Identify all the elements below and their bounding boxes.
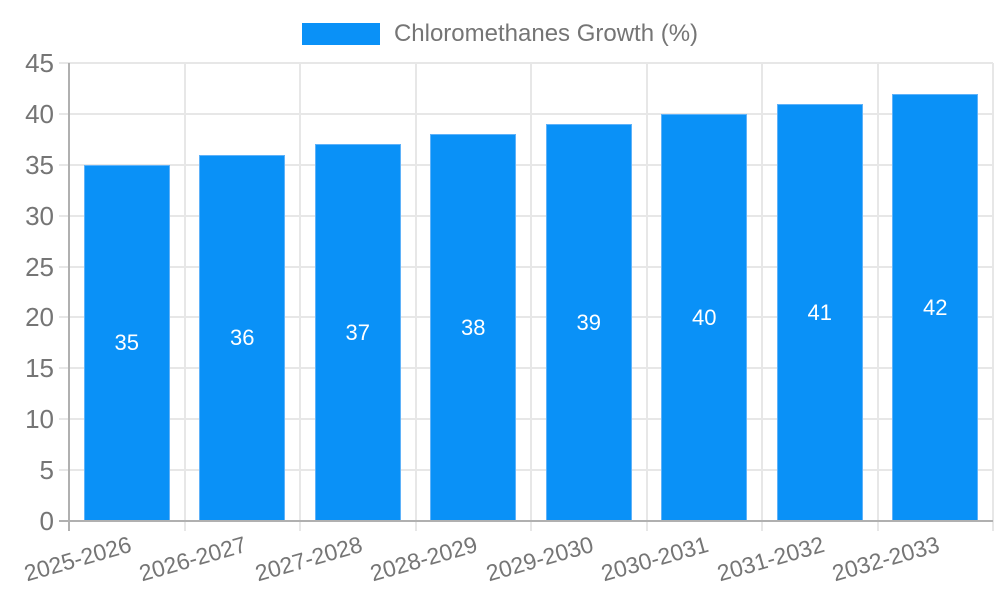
y-gridline bbox=[59, 469, 993, 472]
y-gridline bbox=[59, 367, 993, 370]
bar-value-label: 36 bbox=[230, 325, 255, 351]
x-gridline bbox=[645, 63, 648, 531]
y-gridline bbox=[59, 418, 993, 421]
x-gridline bbox=[414, 63, 417, 531]
bar[interactable]: 40 bbox=[661, 113, 748, 521]
bar[interactable]: 35 bbox=[83, 164, 170, 521]
y-axis-tick-label: 45 bbox=[25, 48, 54, 78]
y-axis-tick-label: 20 bbox=[25, 302, 54, 333]
bar-value-label: 35 bbox=[114, 330, 140, 356]
y-gridline bbox=[59, 62, 993, 64]
y-axis-tick-label: 40 bbox=[25, 98, 54, 129]
legend: Chloromethanes Growth (%) bbox=[0, 20, 1000, 48]
bar-value-label: 39 bbox=[576, 310, 602, 336]
legend-item[interactable]: Chloromethanes Growth (%) bbox=[301, 20, 699, 48]
y-gridline bbox=[59, 163, 993, 166]
x-gridline bbox=[299, 63, 301, 531]
y-gridline bbox=[59, 316, 993, 319]
y-axis-tick-label: 25 bbox=[25, 251, 54, 282]
legend-swatch-icon bbox=[301, 23, 380, 45]
y-gridline bbox=[59, 214, 993, 217]
y-axis-tick-label: 30 bbox=[25, 200, 54, 231]
bar[interactable]: 42 bbox=[892, 93, 979, 521]
y-axis-tick-label: 15 bbox=[25, 353, 54, 384]
x-gridline bbox=[992, 63, 994, 531]
bar[interactable]: 36 bbox=[199, 154, 286, 521]
y-axis-line bbox=[68, 63, 70, 531]
bar-value-label: 40 bbox=[692, 304, 717, 330]
y-gridline bbox=[59, 112, 993, 115]
bar-value-label: 37 bbox=[345, 320, 371, 346]
x-gridline bbox=[761, 63, 763, 531]
bar[interactable]: 41 bbox=[776, 103, 863, 521]
bar[interactable]: 38 bbox=[430, 134, 517, 521]
x-gridline bbox=[530, 63, 532, 531]
y-axis-tick-label: 0 bbox=[39, 506, 54, 536]
y-gridline bbox=[59, 265, 993, 268]
bar-value-label: 42 bbox=[923, 294, 948, 320]
y-axis-tick-label: 35 bbox=[25, 149, 54, 180]
bar[interactable]: 37 bbox=[314, 144, 401, 521]
y-axis-tick-label: 10 bbox=[25, 404, 54, 435]
bar[interactable]: 39 bbox=[545, 124, 632, 521]
y-axis-tick-label: 5 bbox=[39, 455, 54, 486]
x-axis-baseline bbox=[59, 520, 993, 522]
x-gridline bbox=[876, 63, 879, 531]
legend-label: Chloromethanes Growth (%) bbox=[393, 20, 699, 47]
bar-value-label: 38 bbox=[461, 315, 486, 341]
x-gridline bbox=[183, 63, 186, 531]
bar-value-label: 41 bbox=[807, 299, 833, 325]
